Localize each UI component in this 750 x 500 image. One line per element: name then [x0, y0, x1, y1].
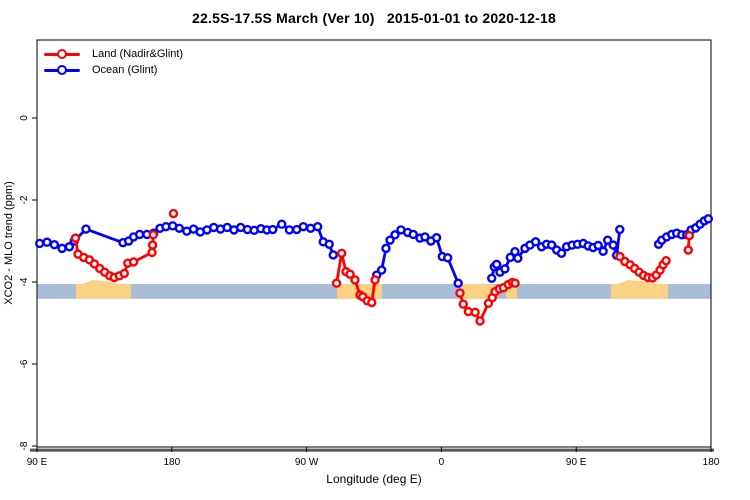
- ocean-data-point: [491, 259, 502, 270]
- ocean-data-point: [324, 239, 334, 249]
- land-patch-relief: [617, 280, 656, 285]
- x-tick-label: 90 E: [27, 457, 48, 468]
- land-patch-relief: [82, 280, 119, 285]
- ocean-data-point: [500, 264, 510, 274]
- land-data-point: [458, 299, 468, 309]
- ocean-data-point: [277, 219, 287, 229]
- land-data-point: [147, 240, 158, 250]
- ocean-data-point: [174, 223, 184, 233]
- land-data-point: [350, 275, 360, 285]
- land-data-point: [128, 257, 139, 267]
- ocean-data-point: [608, 240, 618, 250]
- y-tick-label: -6: [19, 359, 30, 368]
- land-patch: [75, 284, 132, 299]
- legend-item-ocean: Ocean (Glint): [44, 62, 183, 78]
- ocean-data-point: [556, 248, 567, 259]
- legend-label-ocean: Ocean (Glint): [92, 64, 158, 76]
- land-data-point: [661, 255, 671, 266]
- ocean-data-point: [385, 235, 395, 245]
- land-data-point: [684, 230, 694, 241]
- x-tick-label: 180: [703, 457, 720, 468]
- land-data-point: [510, 278, 520, 288]
- ocean-data-point: [81, 224, 91, 234]
- land-data-point: [345, 269, 355, 279]
- land-data-point: [470, 307, 480, 318]
- plot-title: 22.5S-17.5S March (Ver 10) 2015-01-01 to…: [192, 10, 556, 26]
- ocean-data-point: [453, 278, 463, 288]
- ocean-data-point: [598, 246, 608, 256]
- land-data-point: [331, 278, 342, 288]
- ocean-data-point: [390, 230, 400, 240]
- land-data-point: [455, 288, 465, 298]
- land-data-point: [370, 275, 380, 285]
- ocean-series-symbol-icon: [44, 65, 80, 75]
- ocean-data-point: [376, 265, 387, 275]
- land-data-point: [119, 268, 130, 279]
- ocean-data-point: [328, 250, 338, 260]
- land-data-point: [147, 247, 157, 258]
- land-data-point: [148, 230, 158, 240]
- land-data-point: [367, 297, 377, 308]
- x-axis-label: Longitude (deg E): [326, 472, 422, 486]
- land-data-point: [168, 208, 179, 219]
- y-tick-label: -2: [19, 195, 30, 204]
- legend-label-land: Land (Nadir&Glint): [92, 48, 184, 60]
- legend-item-land: Land (Nadir&Glint): [44, 46, 183, 62]
- y-axis-label: XCO2 - MLO trend (ppm): [3, 181, 15, 305]
- y-tick-label: 0: [19, 115, 30, 121]
- ocean-data-point: [134, 229, 145, 240]
- legend: Land (Nadir&Glint) Ocean (Glint): [44, 46, 183, 78]
- land-patch: [505, 284, 518, 299]
- land-patch: [610, 284, 669, 299]
- land-data-point: [475, 316, 485, 326]
- ocean-data-point: [284, 225, 295, 235]
- x-tick-label: 90 E: [566, 457, 587, 468]
- ocean-data-point: [408, 229, 418, 240]
- x-tick-label: 90 W: [295, 457, 319, 468]
- ocean-data-point: [57, 243, 67, 254]
- ocean-data-point: [530, 237, 541, 247]
- ocean-data-point: [381, 243, 391, 254]
- ocean-data-point: [431, 233, 442, 243]
- land-patch: [461, 284, 494, 299]
- ocean-data-point: [615, 224, 625, 235]
- x-tick-label: 0: [439, 457, 445, 468]
- ocean-data-point: [49, 239, 60, 250]
- land-series-symbol-icon: [44, 49, 80, 59]
- y-tick-label: -4: [19, 277, 30, 286]
- ocean-data-point: [64, 242, 75, 252]
- ocean-data-point: [442, 253, 453, 263]
- land-data-point: [683, 245, 693, 255]
- y-tick-label: -8: [19, 441, 30, 450]
- ocean-data-point: [487, 273, 497, 284]
- land-data-point: [70, 233, 81, 243]
- ocean-data-point: [312, 221, 323, 232]
- ocean-data-point: [420, 232, 430, 242]
- ocean-data-point: [298, 221, 309, 232]
- ocean-data-point: [34, 238, 45, 249]
- ocean-data-point: [42, 237, 52, 247]
- ocean-data-point: [703, 214, 714, 224]
- ocean-data-point: [513, 253, 523, 263]
- ocean-data-point: [602, 235, 613, 245]
- ocean-data-point: [593, 240, 603, 251]
- ocean-data-point: [268, 224, 278, 235]
- x-tick-label: 180: [163, 457, 180, 468]
- land-data-point: [336, 248, 347, 259]
